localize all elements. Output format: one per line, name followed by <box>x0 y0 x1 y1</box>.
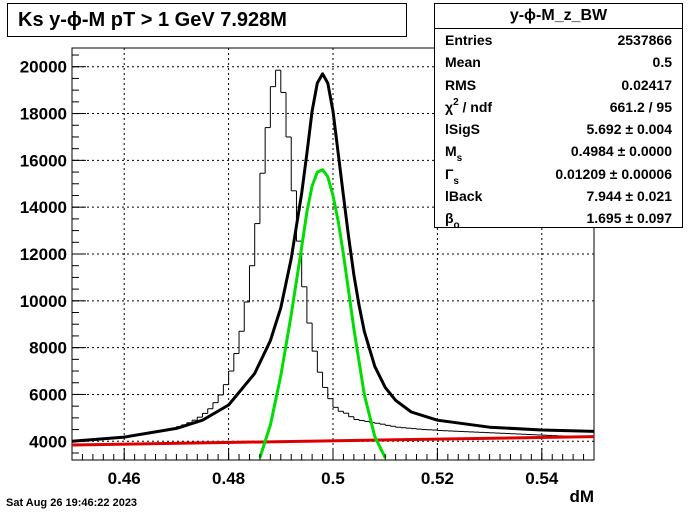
y-tick-label: 12000 <box>20 245 67 264</box>
stats-rows: Entries 2537866 Mean 0.5 RMS 0.02417 χ2 / ndf 6… <box>435 29 682 232</box>
stats-value: 5.692 ± 0.004 <box>586 121 672 138</box>
stats-label: βo <box>445 210 460 232</box>
fit-curves <box>71 72 595 459</box>
x-tick-label: 0.5 <box>321 469 345 488</box>
background-fit-line <box>71 435 595 447</box>
signal-fit-line <box>258 168 387 459</box>
stats-value: 0.01209 ± 0.00006 <box>555 165 672 182</box>
stats-label: Entries <box>445 32 493 48</box>
stats-title: y-ϕ-M_z_BW <box>435 4 682 29</box>
stats-label: χ2 / ndf <box>445 96 493 115</box>
stats-label: Ms <box>445 143 463 165</box>
x-tick-label: 0.48 <box>212 469 245 488</box>
stats-value: 2537866 <box>617 32 672 48</box>
y-tick-label: 18000 <box>20 105 67 124</box>
x-tick-label: 0.46 <box>108 469 141 488</box>
stats-label: lSigS <box>445 121 481 138</box>
stats-value: 0.02417 <box>621 76 672 93</box>
y-tick-label: 10000 <box>20 292 67 311</box>
stats-label: Mean <box>445 54 481 71</box>
stats-row: Mean 0.5 <box>435 51 682 73</box>
stats-value: 661.2 / 95 <box>609 98 672 115</box>
x-axis-label: dM <box>569 487 594 506</box>
stats-value: 0.5 <box>652 54 672 71</box>
x-tick-label: 0.52 <box>421 469 454 488</box>
stats-value: 7.944 ± 0.021 <box>586 188 672 205</box>
stats-label: RMS <box>445 76 477 93</box>
y-tick-label: 6000 <box>29 385 67 404</box>
stats-row: χ2 / ndf 661.2 / 95 <box>435 96 682 118</box>
stats-row: lSigS 5.692 ± 0.004 <box>435 118 682 140</box>
stats-row: βo 1.695 ± 0.097 <box>435 207 682 232</box>
chart-title: Ks y-ϕ-M pT > 1 GeV 7.928M <box>7 3 407 37</box>
y-tick-label: 20000 <box>20 58 67 77</box>
stats-value: 1.695 ± 0.097 <box>586 210 672 227</box>
stats-row: lBack 7.944 ± 0.021 <box>435 185 682 207</box>
y-tick-label: 4000 <box>29 432 67 451</box>
stats-row: Γs 0.01209 ± 0.00006 <box>435 163 682 187</box>
stats-value: 0.4984 ± 0.0000 <box>570 143 672 160</box>
x-tick-label: 0.54 <box>525 469 559 488</box>
stats-label: lBack <box>445 188 483 205</box>
axes: 0.46 0.48 0.5 0.52 0.54 4000 6000 8000 10000 1200… <box>20 54 595 506</box>
timestamp: Sat Aug 26 19:46:22 2023 <box>6 497 138 509</box>
y-tick-label: 8000 <box>29 339 67 358</box>
y-tick-label: 14000 <box>20 198 67 217</box>
stats-box: y-ϕ-M_z_BW Entries 2537866 Mean 0.5 RMS 0.024… <box>434 3 683 232</box>
y-tick-label: 16000 <box>20 151 67 170</box>
total-fit-line <box>71 72 595 443</box>
stats-label: Γs <box>445 165 459 187</box>
stats-row: Entries 2537866 <box>435 29 682 51</box>
stats-row: RMS 0.02417 <box>435 74 682 96</box>
stats-row: Ms 0.4984 ± 0.0000 <box>435 140 682 165</box>
